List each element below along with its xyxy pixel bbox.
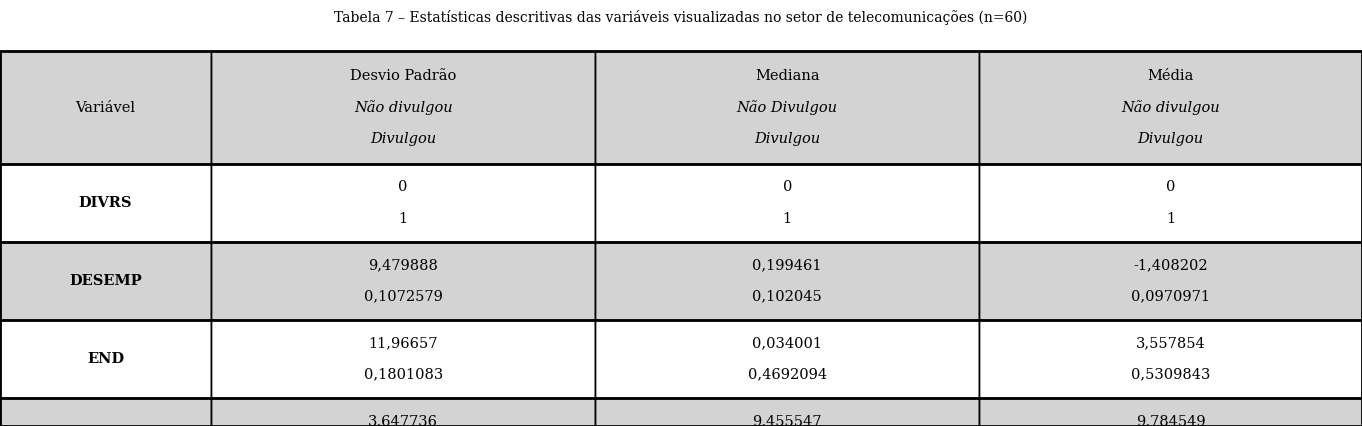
Text: 0,1801083: 0,1801083 [364, 368, 443, 382]
Text: 9,455547: 9,455547 [752, 414, 823, 426]
Text: Não divulgou: Não divulgou [354, 100, 452, 115]
Text: 9,479888: 9,479888 [368, 258, 439, 272]
Text: Divulgou: Divulgou [370, 132, 436, 146]
Bar [211, 164, 595, 242]
Text: Divulgou: Divulgou [755, 132, 820, 146]
Text: Divulgou: Divulgou [1137, 132, 1204, 146]
Text: Não divulgou: Não divulgou [1121, 100, 1220, 115]
Text: 1: 1 [1166, 212, 1175, 226]
Bar [0, 320, 211, 398]
Text: 1: 1 [399, 212, 407, 226]
Text: DIVRS: DIVRS [79, 196, 132, 210]
Text: 11,96657: 11,96657 [368, 336, 439, 350]
Bar [979, 242, 1362, 320]
Bar [595, 398, 979, 426]
Text: 9,784549: 9,784549 [1136, 414, 1205, 426]
Bar [211, 242, 595, 320]
Bar [0, 51, 211, 164]
Text: -1,408202: -1,408202 [1133, 258, 1208, 272]
Text: 0,0970971: 0,0970971 [1130, 290, 1211, 304]
Text: 0: 0 [783, 180, 791, 194]
Text: 0,034001: 0,034001 [752, 336, 823, 350]
Text: 0,102045: 0,102045 [752, 290, 823, 304]
Text: 3,647736: 3,647736 [368, 414, 439, 426]
Text: Variável: Variável [75, 101, 136, 115]
Text: 0: 0 [1166, 180, 1175, 194]
Text: 0,5309843: 0,5309843 [1130, 368, 1211, 382]
Bar [211, 51, 595, 164]
Text: Desvio Padrão: Desvio Padrão [350, 69, 456, 83]
Text: Tabela 7 – Estatísticas descritivas das variáveis visualizadas no setor de telec: Tabela 7 – Estatísticas descritivas das … [334, 9, 1028, 25]
Text: Média: Média [1147, 69, 1194, 83]
Bar [0, 164, 211, 242]
Text: 0,4692094: 0,4692094 [748, 368, 827, 382]
Text: 3,557854: 3,557854 [1136, 336, 1205, 350]
Bar [979, 398, 1362, 426]
Bar [211, 320, 595, 398]
Text: Não Divulgou: Não Divulgou [737, 100, 838, 115]
Text: 0,199461: 0,199461 [752, 258, 823, 272]
Bar [0, 242, 211, 320]
Bar [595, 51, 979, 164]
Bar [979, 320, 1362, 398]
Bar [0, 398, 211, 426]
Bar [979, 164, 1362, 242]
Text: 0,1072579: 0,1072579 [364, 290, 443, 304]
Bar [211, 398, 595, 426]
Text: END: END [87, 352, 124, 366]
Text: 1: 1 [783, 212, 791, 226]
Text: Mediana: Mediana [755, 69, 820, 83]
Bar [979, 51, 1362, 164]
Bar [595, 164, 979, 242]
Bar [595, 320, 979, 398]
Text: DESEMP: DESEMP [69, 274, 142, 288]
Text: 0: 0 [399, 180, 407, 194]
Bar [595, 242, 979, 320]
Bar [0, 51, 1362, 426]
